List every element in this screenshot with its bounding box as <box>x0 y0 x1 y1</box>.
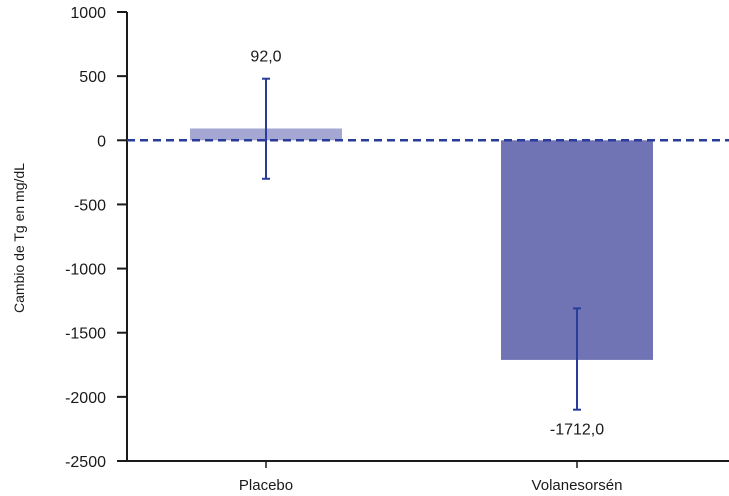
y-tick-label: -1500 <box>65 326 106 343</box>
y-tick-label: -2000 <box>65 390 106 407</box>
data-label: -1712,0 <box>550 422 604 439</box>
y-tick-label: -500 <box>74 197 106 214</box>
x-tick-label: Volanesorsén <box>532 477 623 494</box>
y-tick-label: 0 <box>97 133 106 150</box>
y-axis-title: Cambio de Tg en mg/dL <box>11 163 27 313</box>
y-tick-label: -1000 <box>65 262 106 279</box>
data-label: 92,0 <box>250 49 281 66</box>
x-tick-label: Placebo <box>239 477 293 494</box>
plot-area: 1000 500 0 -500 -1000 -1500 -2000 -2500 Placebo V… <box>65 5 729 494</box>
y-tick-label: 500 <box>79 69 106 86</box>
y-tick-label: 1000 <box>70 5 106 22</box>
y-tick-label: -2500 <box>65 454 106 471</box>
